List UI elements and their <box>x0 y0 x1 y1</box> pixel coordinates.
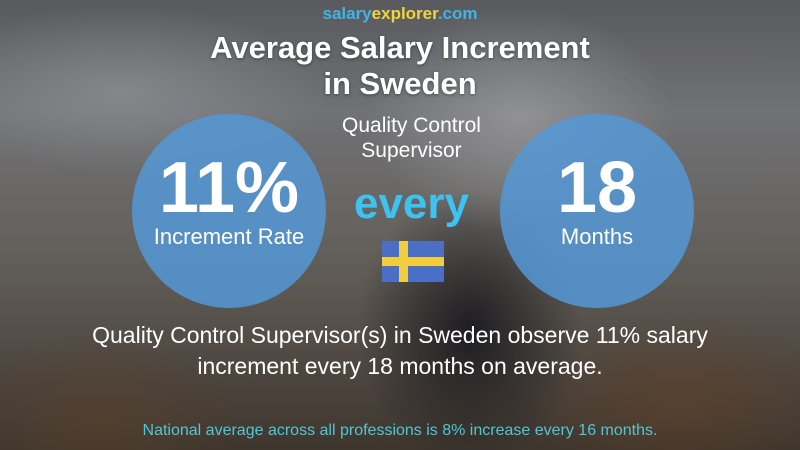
sweden-flag-icon <box>382 241 444 282</box>
description-line-1: Quality Control Supervisor(s) in Sweden … <box>92 322 708 348</box>
increment-rate-value: 11% <box>158 148 300 228</box>
flag-cross-horizontal <box>382 257 444 266</box>
increment-rate-label: Increment Rate <box>153 224 305 249</box>
page-title: Average Salary Increment in Sweden <box>0 30 800 102</box>
increment-rate-circle: 11% Increment Rate <box>132 114 326 308</box>
job-line-2: Supervisor <box>361 139 462 162</box>
job-line-1: Quality Control <box>342 114 481 137</box>
description-line-2: increment every 18 months on average. <box>197 353 603 379</box>
months-value: 18 <box>556 148 638 228</box>
title-line-2: in Sweden <box>323 66 477 101</box>
job-title: Quality Control Supervisor <box>0 113 800 163</box>
title-line-1: Average Salary Increment <box>210 30 590 65</box>
description: Quality Control Supervisor(s) in Sweden … <box>0 320 800 382</box>
months-circle: 18 Months <box>500 114 694 308</box>
national-average-note: National average across all professions … <box>142 422 658 439</box>
every-connector: every <box>353 179 469 228</box>
months-label: Months <box>560 224 634 249</box>
brand-part-explorer: explorer <box>371 4 438 23</box>
brand-part-com: .com <box>437 4 478 23</box>
brand-logo[interactable]: salaryexplorer.com <box>0 4 800 24</box>
brand-part-salary: salary <box>322 4 372 23</box>
